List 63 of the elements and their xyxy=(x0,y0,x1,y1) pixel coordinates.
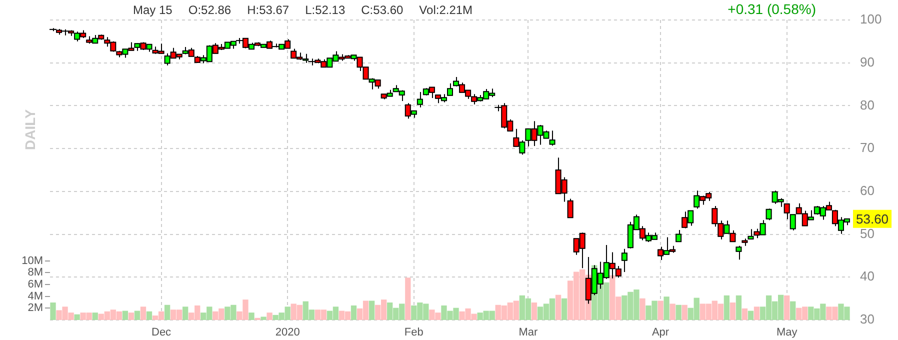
text: C:53.60 xyxy=(361,3,404,17)
text: May 15 xyxy=(133,3,172,17)
y-tick-label: 40 xyxy=(860,268,874,284)
bar xyxy=(754,306,760,320)
bar xyxy=(664,296,670,320)
bar xyxy=(724,295,730,320)
bar xyxy=(266,312,272,320)
bar xyxy=(140,306,146,320)
bar xyxy=(122,310,128,320)
text: L:52.13 xyxy=(305,3,346,17)
y2-tick-label: 2M xyxy=(28,302,43,314)
bar xyxy=(531,302,538,320)
bar xyxy=(670,304,676,320)
y-tick-label: 100 xyxy=(860,12,882,27)
y-tick-label: 80 xyxy=(860,97,874,112)
bar xyxy=(92,312,98,320)
bar xyxy=(736,295,742,320)
x-tick-label: May xyxy=(776,326,798,339)
bar xyxy=(74,314,80,320)
x-tick-label: Dec xyxy=(151,326,172,339)
bar xyxy=(248,312,254,320)
bar xyxy=(405,278,411,320)
text: O:52.86 xyxy=(188,3,232,17)
y-tick-label: 30 xyxy=(860,312,874,327)
text: H:53.67 xyxy=(247,3,290,17)
y2-tick-label: 6M xyxy=(28,278,43,291)
bar xyxy=(676,304,682,320)
bar xyxy=(146,311,152,320)
y-tick-label: 60 xyxy=(860,183,874,198)
y-tick-label: 50 xyxy=(860,226,874,241)
x-tick-label: Feb xyxy=(404,326,424,339)
y2-tick-label: 4M xyxy=(28,290,43,302)
y-tick-label: 70 xyxy=(860,140,874,156)
y2-tick-label: 8M xyxy=(28,266,43,279)
candlestick xyxy=(549,130,556,146)
bar xyxy=(134,310,140,320)
text: Vol:2.21M xyxy=(419,3,473,17)
bar xyxy=(790,301,796,320)
y2-tick-label: 10M xyxy=(22,254,43,267)
bar xyxy=(748,310,754,320)
bar xyxy=(350,305,357,320)
bar xyxy=(164,304,170,320)
bar xyxy=(50,302,56,320)
bar xyxy=(555,294,562,320)
x-tick-label: Apr xyxy=(652,326,670,339)
bar xyxy=(128,312,134,320)
y-tick-label: 90 xyxy=(860,54,874,70)
text: +0.31 (0.58%) xyxy=(728,1,816,17)
bar xyxy=(368,300,375,320)
bar xyxy=(682,304,688,320)
bar xyxy=(182,306,188,320)
x-tick-label: Mar xyxy=(518,326,538,339)
bar xyxy=(658,300,664,320)
bar xyxy=(730,302,736,320)
annotation: 53.60 xyxy=(856,211,889,226)
bar xyxy=(260,316,266,320)
x-tick-label: 2020 xyxy=(275,326,300,339)
candlestick xyxy=(736,245,742,260)
candlestick xyxy=(447,82,453,96)
bar xyxy=(784,295,790,320)
bar xyxy=(640,298,646,320)
bar xyxy=(561,298,568,320)
bar xyxy=(742,308,748,320)
